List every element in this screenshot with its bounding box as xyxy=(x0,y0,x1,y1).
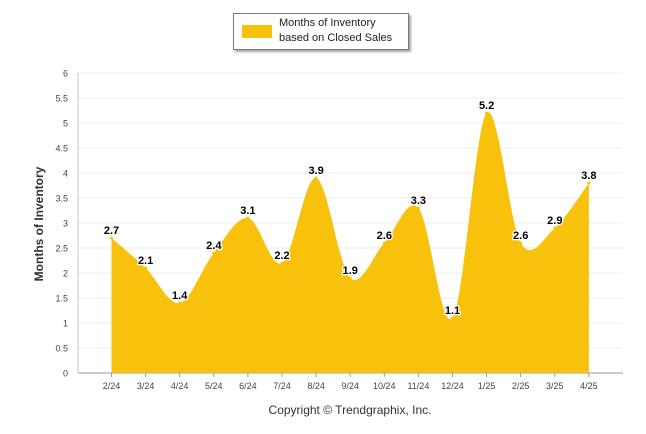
data-label: 5.2 xyxy=(479,100,494,112)
data-point xyxy=(280,261,284,265)
y-tick-label: 5 xyxy=(63,119,68,129)
x-tick-label: 4/25 xyxy=(580,381,598,391)
y-tick-label: 4 xyxy=(63,169,68,179)
data-point xyxy=(178,301,182,305)
data-label: 1.4 xyxy=(172,290,188,302)
data-point xyxy=(485,111,489,115)
x-tick-label: 7/24 xyxy=(273,381,291,391)
data-label: 2.6 xyxy=(377,230,392,242)
y-tick-label: 6 xyxy=(63,69,68,79)
x-tick-label: 10/24 xyxy=(373,381,396,391)
x-tick-label: 6/24 xyxy=(239,381,257,391)
y-tick-label: 5.5 xyxy=(55,94,68,104)
data-point xyxy=(314,176,318,180)
data-point xyxy=(382,241,386,245)
x-tick-label: 4/24 xyxy=(171,381,189,391)
y-tick-labels: 0 0.5 1 1.5 2 2.5 3 3.5 4 4.5 5 5.5 6 xyxy=(55,69,68,379)
x-tick-label: 5/24 xyxy=(205,381,223,391)
legend-swatch xyxy=(242,25,272,38)
x-tick-label: 11/24 xyxy=(407,381,429,391)
data-point xyxy=(110,236,113,240)
legend-label: Months of Inventory based on Closed Sale… xyxy=(279,17,393,44)
y-axis-title: Months of Inventory xyxy=(32,166,46,281)
data-label: 3.3 xyxy=(411,195,426,207)
data-label: 3.1 xyxy=(240,205,255,217)
x-tick-label: 3/25 xyxy=(546,381,564,391)
x-tick-label: 1/25 xyxy=(478,381,496,391)
data-label: 2.9 xyxy=(547,215,562,227)
data-label: 2.1 xyxy=(138,255,153,267)
x-tick-label: 2/25 xyxy=(512,381,530,391)
data-point xyxy=(451,316,454,320)
data-point xyxy=(246,216,250,220)
x-tick-label: 9/24 xyxy=(341,381,359,391)
data-point xyxy=(519,241,523,245)
data-label: 2.2 xyxy=(274,250,289,262)
data-point xyxy=(553,226,557,230)
legend: Months of Inventory based on Closed Sale… xyxy=(233,13,409,50)
data-label: 3.8 xyxy=(581,170,596,182)
data-label: 1.9 xyxy=(343,265,358,277)
data-label: 1.1 xyxy=(445,305,460,317)
y-tick-label: 4.5 xyxy=(55,144,68,154)
x-tick-label: 3/24 xyxy=(137,381,155,391)
y-tick-label: 0 xyxy=(63,369,68,379)
series-area-fill xyxy=(111,112,589,373)
x-tick-label: 2/24 xyxy=(103,381,121,391)
x-tick-labels: 2/24 3/24 4/24 5/24 6/24 7/24 8/24 9/24 10/24 11/… xyxy=(103,373,598,391)
data-point xyxy=(212,251,216,255)
copyright-credit: Copyright © Trendgraphix, Inc. xyxy=(268,403,432,417)
data-point xyxy=(416,206,420,210)
data-point xyxy=(587,181,591,185)
y-tick-label: 3.5 xyxy=(55,194,68,204)
data-label: 2.7 xyxy=(104,225,119,237)
data-label: 2.4 xyxy=(206,240,222,252)
x-tick-label: 12/24 xyxy=(441,381,464,391)
y-tick-label: 2.5 xyxy=(55,244,68,254)
y-tick-label: 3 xyxy=(63,219,68,229)
data-label: 2.6 xyxy=(513,230,528,242)
data-point xyxy=(144,266,148,270)
series-area xyxy=(111,112,589,373)
data-point xyxy=(348,276,352,280)
x-tick-label: 8/24 xyxy=(307,381,325,391)
y-tick-label: 2 xyxy=(63,269,68,279)
data-labels: 2.7 2.1 1.4 2.4 3.1 2.2 3.9 1.9 2.6 3.3 1.1 5.2 2.6 2… xyxy=(103,99,598,320)
y-tick-label: 1 xyxy=(63,319,68,329)
y-tick-label: 1.5 xyxy=(55,294,68,304)
data-label: 3.9 xyxy=(308,165,323,177)
y-tick-label: 0.5 xyxy=(55,344,68,354)
